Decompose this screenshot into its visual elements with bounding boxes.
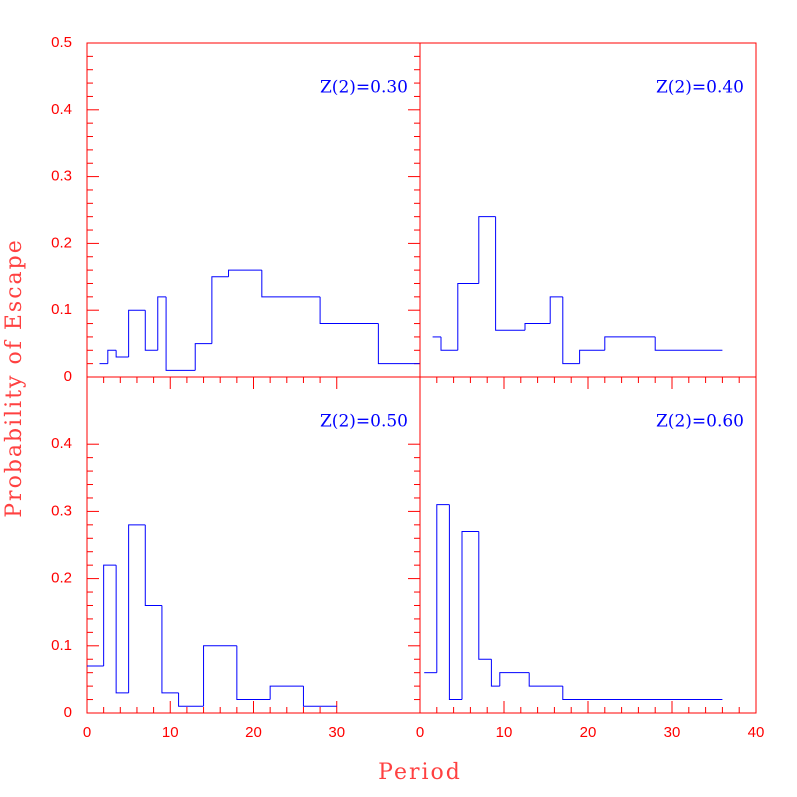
histogram-step [128,309,146,357]
annotation: Z(2)=0.40 [656,78,744,98]
y-tick-label: 0 [64,704,72,721]
histogram-step [161,605,179,694]
annotation: Z(2)=0.50 [320,412,408,432]
histogram-step [528,672,563,687]
histogram-step [436,504,450,673]
histogram-step [115,565,129,694]
histogram-step [261,270,321,298]
histogram-step [128,524,146,693]
y-axis-title: Probability of Escape [2,238,27,518]
histogram-step [211,276,229,344]
histogram-step [524,323,551,331]
annotation: Z(2)=0.30 [320,78,408,98]
x-tick-label: 30 [664,724,681,741]
x-tick-label: 30 [328,724,345,741]
histogram-step [579,349,605,364]
histogram-step [562,686,723,701]
y-tick-label: 0.2 [51,570,72,587]
y-tick-label: 0.3 [51,502,72,519]
x-tick-label: 10 [496,724,513,741]
y-tick-label: 0.5 [51,34,72,51]
annotation: Z(2)=0.60 [656,412,744,432]
x-tick-label: 0 [416,724,424,741]
histogram-step [478,531,492,660]
histogram-step [103,564,117,666]
histogram-step [499,672,530,687]
y-tick-label: 0 [64,368,72,385]
y-tick-label: 0.1 [51,637,72,654]
histogram-step [448,504,462,701]
y-tick-label: 0.4 [51,435,72,452]
histogram-step [562,296,580,365]
histogram-step [319,296,379,325]
histogram-step [461,531,479,700]
histogram-step [157,296,167,351]
x-tick-label: 20 [580,724,597,741]
histogram-step [236,645,271,701]
histogram-step [107,349,117,364]
histogram-step [478,216,496,284]
histogram-step [490,659,500,687]
histogram-step [604,336,656,351]
x-tick-label: 10 [162,724,179,741]
histogram-step [549,296,563,324]
x-tick-label: 40 [748,724,765,741]
x-axis-title: Period [378,760,462,785]
histogram-step [654,336,723,351]
histogram-step [228,269,262,277]
y-tick-label: 0.4 [51,101,72,118]
histogram-step [440,336,458,351]
y-tick-label: 0.2 [51,234,72,251]
histogram-step [115,350,129,358]
histogram-step [144,524,162,606]
histogram-step [495,216,525,331]
histogram-step [302,686,337,707]
histogram-step [269,685,304,700]
x-tick-label: 20 [245,724,262,741]
histogram-step [194,343,212,371]
histogram-step [165,296,196,371]
x-tick-label: 0 [83,724,91,741]
histogram-step [457,282,479,351]
histogram-step [203,645,237,707]
histogram-step [178,692,204,707]
y-tick-label: 0.3 [51,168,72,185]
histogram-step [144,310,158,351]
histogram-step [377,323,420,365]
y-tick-label: 0.1 [51,301,72,318]
